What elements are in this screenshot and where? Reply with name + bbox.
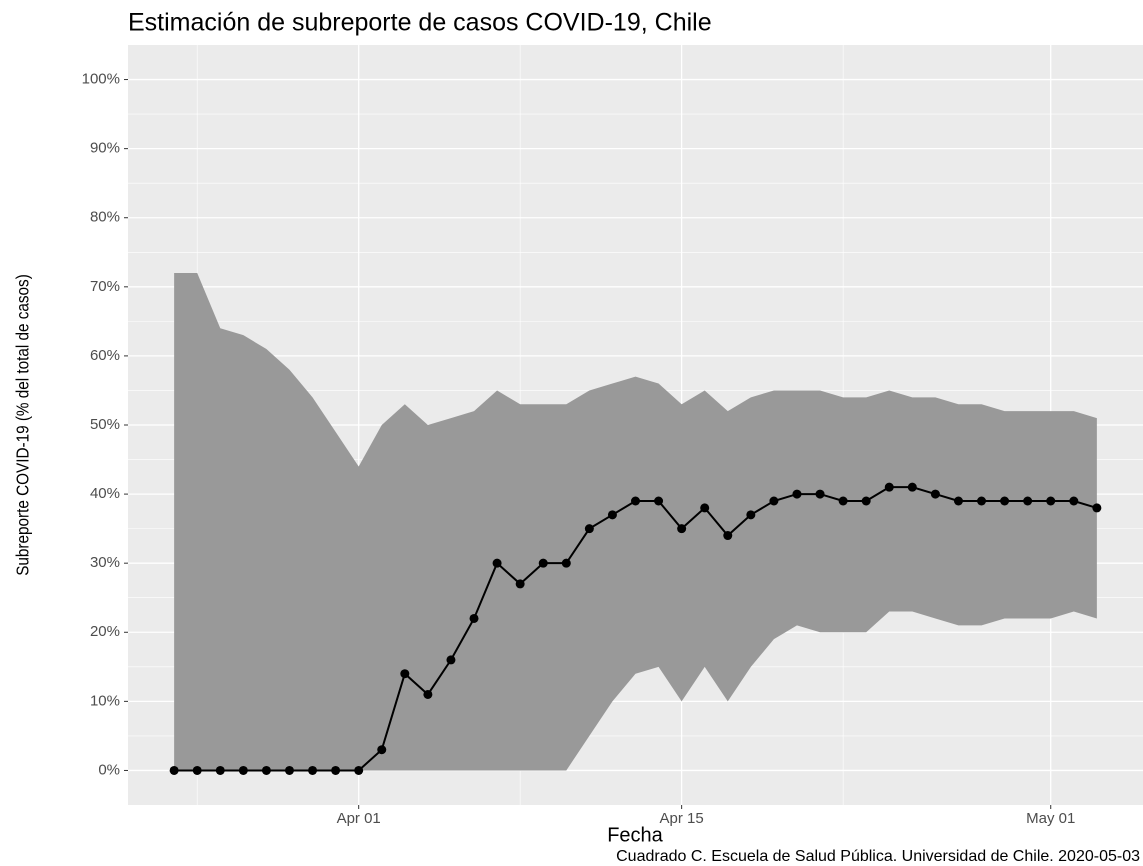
- y-tick-label: 20%: [90, 623, 120, 640]
- point: [654, 496, 664, 506]
- caption: Cuadrado C. Escuela de Salud Pública. Un…: [616, 848, 1140, 865]
- point: [631, 496, 640, 506]
- point: [192, 765, 202, 775]
- point: [1069, 496, 1079, 506]
- confidence-band: [174, 273, 1097, 771]
- point: [746, 510, 756, 520]
- y-tick-label: 100%: [82, 71, 120, 88]
- point: [284, 765, 294, 775]
- chart-title: Estimación de subreporte de casos COVID-…: [128, 9, 712, 37]
- y-tick-label: 50%: [90, 416, 120, 433]
- point: [1046, 496, 1056, 506]
- point: [930, 489, 940, 499]
- point: [677, 524, 687, 534]
- point: [815, 489, 825, 499]
- y-tick-label: 40%: [90, 485, 120, 502]
- point: [238, 765, 248, 775]
- y-tick-label: 0%: [98, 761, 120, 778]
- point: [492, 558, 502, 568]
- point: [354, 765, 364, 775]
- y-tick-label: 90%: [90, 140, 120, 157]
- x-tick-label: Apr 01: [337, 810, 381, 827]
- point: [538, 558, 548, 568]
- point: [561, 558, 571, 568]
- point: [308, 765, 318, 775]
- point: [838, 496, 848, 506]
- point: [607, 510, 617, 520]
- point: [700, 503, 710, 513]
- point: [769, 496, 779, 506]
- point: [1023, 496, 1033, 506]
- point: [469, 613, 479, 623]
- point: [261, 765, 271, 775]
- point: [169, 765, 179, 775]
- y-tick-label: 30%: [90, 554, 120, 571]
- point: [584, 524, 594, 534]
- point: [331, 765, 341, 775]
- point: [1092, 503, 1102, 513]
- x-tick-label: May 01: [1026, 810, 1075, 827]
- x-axis-label: Fecha: [607, 824, 663, 846]
- point: [377, 745, 387, 755]
- point: [515, 579, 525, 589]
- point: [446, 655, 456, 665]
- point: [977, 496, 987, 506]
- point: [953, 496, 963, 506]
- point: [423, 689, 433, 699]
- x-tick-label: Apr 15: [660, 810, 704, 827]
- point: [400, 669, 410, 679]
- point: [1000, 496, 1010, 506]
- point: [884, 482, 894, 492]
- point: [861, 496, 871, 506]
- y-tick-label: 60%: [90, 347, 120, 364]
- point: [792, 489, 802, 499]
- point: [723, 531, 733, 541]
- y-tick-label: 70%: [90, 278, 120, 295]
- marks: [169, 273, 1102, 775]
- y-axis-label: Subreporte COVID-19 (% del total de caso…: [13, 274, 33, 576]
- point: [907, 482, 917, 492]
- point: [215, 765, 225, 775]
- y-tick-label: 10%: [90, 692, 120, 709]
- y-tick-label: 80%: [90, 209, 120, 226]
